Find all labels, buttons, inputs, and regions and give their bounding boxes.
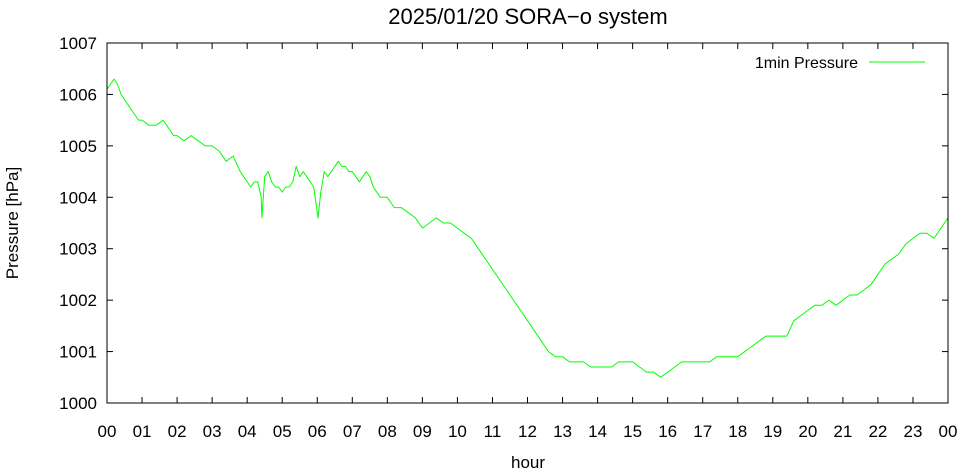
y-tick-label: 1000	[59, 394, 97, 413]
y-tick-label: 1006	[59, 85, 97, 104]
x-tick-label: 00	[98, 422, 117, 441]
x-tick-label: 19	[763, 422, 782, 441]
x-tick-label: 04	[238, 422, 257, 441]
x-tick-label: 03	[203, 422, 222, 441]
x-tick-label: 15	[623, 422, 642, 441]
legend-label: 1min Pressure	[755, 55, 858, 72]
series-line-0	[106, 78, 949, 378]
x-tick-label: 01	[133, 422, 152, 441]
y-tick-label: 1002	[59, 291, 97, 310]
legend: 1min Pressure	[755, 55, 925, 72]
x-tick-label: 09	[413, 422, 432, 441]
y-tick-label: 1005	[59, 137, 97, 156]
y-tick-label: 1001	[59, 343, 97, 362]
y-tick-label: 1003	[59, 240, 97, 259]
x-tick-label: 10	[448, 422, 467, 441]
x-tick-label: 02	[168, 422, 187, 441]
x-tick-label: 13	[553, 422, 572, 441]
y-axis-ticks: 1000 1001 1002 1003 1004 1005 1006 1007	[59, 34, 948, 413]
y-tick-label: 1007	[59, 34, 97, 53]
x-tick-label: 12	[518, 422, 537, 441]
x-tick-label: 22	[868, 422, 887, 441]
x-tick-label: 20	[798, 422, 817, 441]
x-tick-label: 14	[588, 422, 607, 441]
plot-frame	[106, 42, 949, 404]
x-tick-label: 21	[833, 422, 852, 441]
x-tick-label: 00	[939, 422, 958, 441]
x-tick-label: 17	[693, 422, 712, 441]
x-tick-label: 06	[308, 422, 327, 441]
x-tick-label: 23	[903, 422, 922, 441]
x-tick-label: 18	[728, 422, 747, 441]
y-tick-label: 1004	[59, 188, 97, 207]
x-tick-label: 11	[484, 422, 502, 441]
x-tick-label: 16	[658, 422, 677, 441]
x-tick-label: 07	[343, 422, 362, 441]
series-layer	[106, 78, 949, 378]
x-tick-label: 08	[378, 422, 397, 441]
x-axis-ticks: 00 01 02 03 04 05 06 07 08 09 10 11 12 13 14 15 16 17 18 19…	[98, 43, 958, 441]
x-tick-label: 05	[273, 422, 292, 441]
y-axis-label: Pressure [hPa]	[3, 167, 22, 279]
x-axis-label: hour	[511, 453, 545, 471]
chart-title: 2025/01/20 SORA−o system	[388, 4, 667, 29]
